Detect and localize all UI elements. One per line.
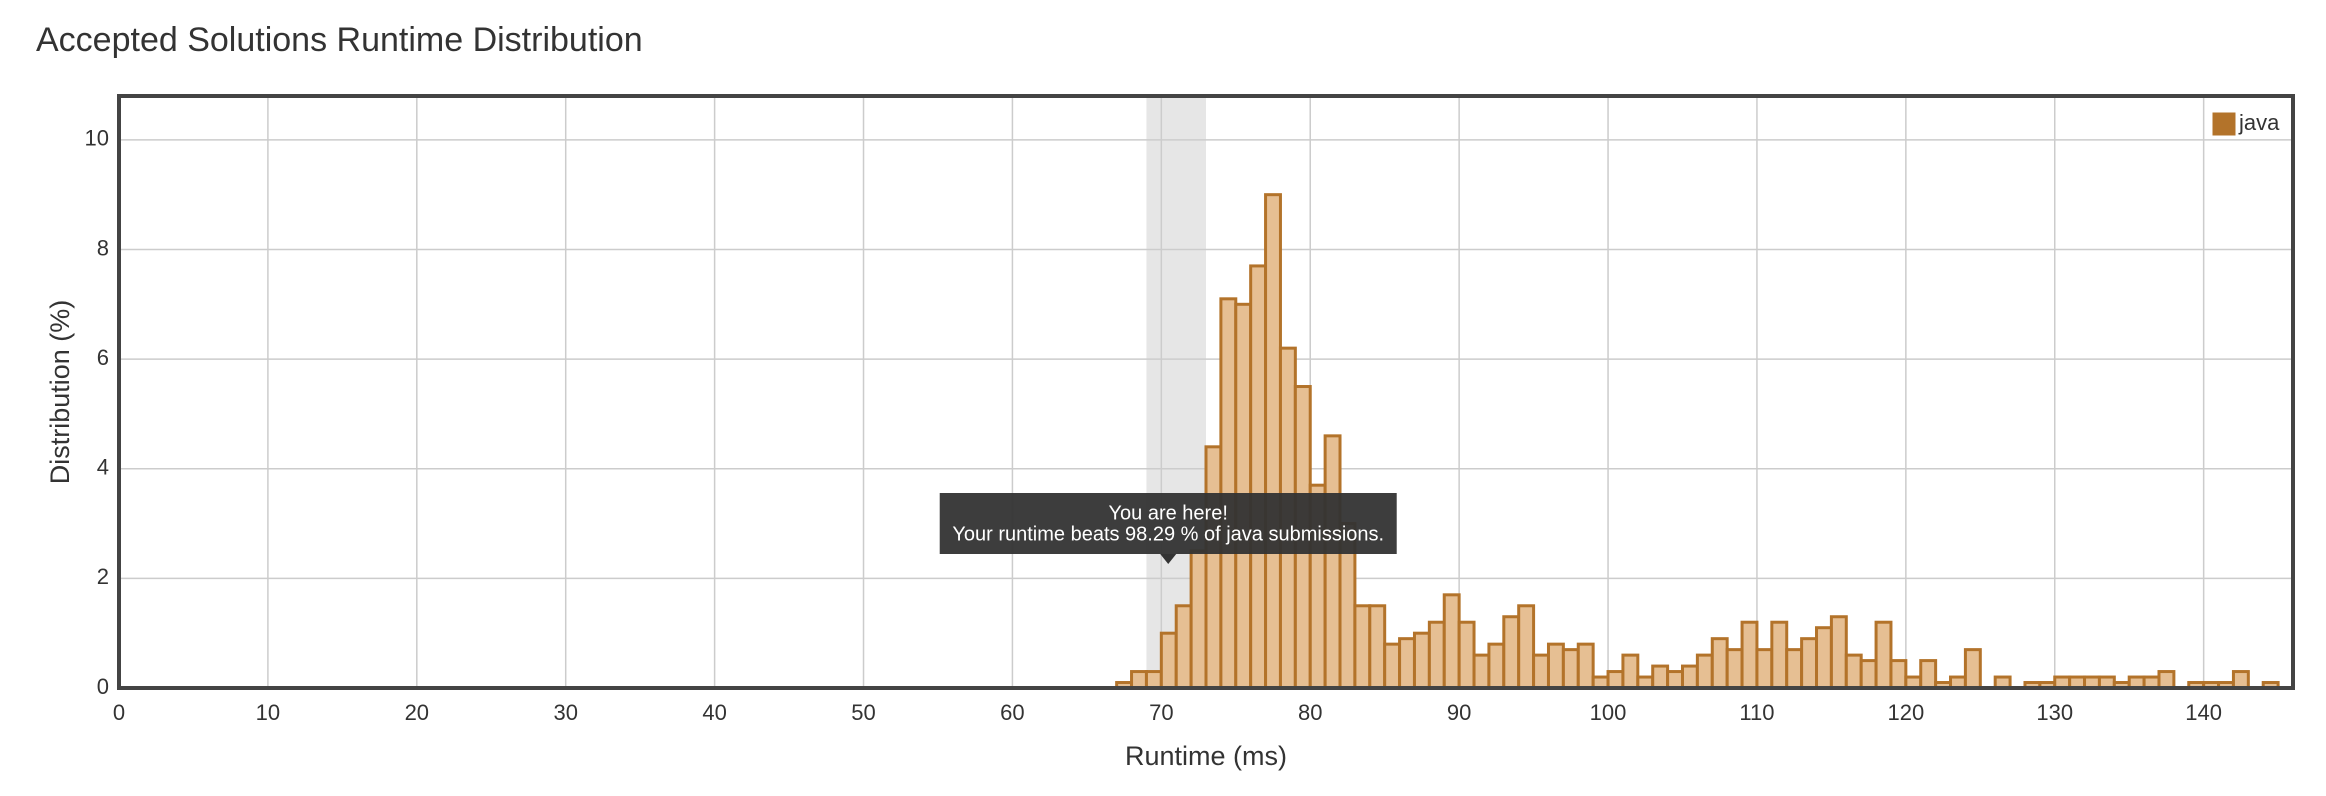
- bar: [1174, 604, 1193, 690]
- y-tick-label: 2: [97, 564, 109, 589]
- bar: [1815, 626, 1833, 690]
- x-tick-label: 10: [256, 700, 280, 725]
- bar: [1427, 620, 1446, 690]
- bar: [1695, 653, 1714, 690]
- x-tick-label: 60: [1000, 700, 1024, 725]
- bar: [1859, 659, 1878, 690]
- bar: [1829, 615, 1848, 690]
- bar: [1710, 637, 1729, 690]
- tooltip-box: [939, 493, 1397, 554]
- bar: [1368, 604, 1387, 690]
- y-tick-label: 0: [97, 674, 109, 699]
- x-tick-label: 100: [1590, 700, 1627, 725]
- bar: [1800, 637, 1819, 690]
- bar: [1204, 445, 1223, 690]
- bar: [1130, 670, 1148, 690]
- legend-label: java: [2238, 110, 2280, 135]
- bar: [1666, 670, 1684, 690]
- bar: [1249, 264, 1268, 690]
- bar: [1844, 653, 1863, 690]
- bar: [1874, 620, 1893, 690]
- x-tick-label: 70: [1149, 700, 1173, 725]
- x-tick-label: 0: [113, 700, 125, 725]
- y-tick-label: 4: [97, 455, 109, 480]
- x-axis-title: Runtime (ms): [1125, 741, 1287, 771]
- x-tick-label: 110: [1739, 700, 1774, 725]
- bar: [1680, 664, 1699, 690]
- bar: [1398, 637, 1416, 690]
- y-tick-label: 6: [97, 345, 109, 370]
- bar: [1144, 670, 1163, 690]
- y-tick-label: 8: [97, 235, 109, 260]
- bar: [1576, 642, 1595, 690]
- bar: [1457, 620, 1476, 690]
- y-tick-label: 10: [85, 126, 109, 151]
- x-tick-label: 130: [2036, 700, 2073, 725]
- bar: [1621, 653, 1640, 690]
- x-tick-label: 40: [702, 700, 726, 725]
- bar: [1353, 604, 1372, 690]
- bar: [1755, 648, 1774, 690]
- bar: [1412, 631, 1431, 690]
- bar: [1651, 664, 1670, 690]
- bar: [1725, 648, 1744, 690]
- bar: [1546, 642, 1565, 690]
- bar: [1487, 642, 1506, 690]
- x-tick-label: 90: [1447, 700, 1471, 725]
- legend-swatch: [2212, 112, 2236, 136]
- x-tick-label: 140: [2185, 700, 2222, 725]
- bar: [1472, 653, 1491, 690]
- plot-border: [117, 94, 2295, 690]
- y-axis-title: Distribution (%): [45, 300, 75, 485]
- bar: [1919, 659, 1938, 690]
- x-tick-label: 20: [405, 700, 429, 725]
- tooltip-text: Your runtime beats 98.29 % of java submi…: [952, 523, 1384, 545]
- bar: [1963, 648, 1982, 690]
- bar: [1502, 615, 1521, 690]
- x-tick-label: 50: [851, 700, 875, 725]
- bar: [1323, 434, 1342, 690]
- bar: [1189, 549, 1208, 690]
- bar: [1785, 648, 1804, 690]
- bar: [1740, 620, 1759, 690]
- bar: [1264, 193, 1282, 690]
- tooltip-pointer: [1160, 554, 1177, 564]
- bar: [1442, 593, 1461, 690]
- bar: [1889, 659, 1908, 690]
- x-tick-label: 120: [1887, 700, 1924, 725]
- bar: [1532, 653, 1550, 690]
- bar: [1159, 631, 1178, 690]
- bar: [1770, 620, 1789, 690]
- bar: [1517, 604, 1536, 690]
- chart-title: Accepted Solutions Runtime Distribution: [36, 21, 643, 59]
- bar: [1606, 670, 1625, 690]
- bar: [1561, 648, 1580, 690]
- bar: [2157, 670, 2176, 690]
- x-tick-label: 30: [553, 700, 577, 725]
- bar: [2231, 670, 2250, 690]
- x-tick-label: 80: [1298, 700, 1322, 725]
- bar: [1383, 642, 1402, 690]
- tooltip-title: You are here!: [1109, 502, 1228, 524]
